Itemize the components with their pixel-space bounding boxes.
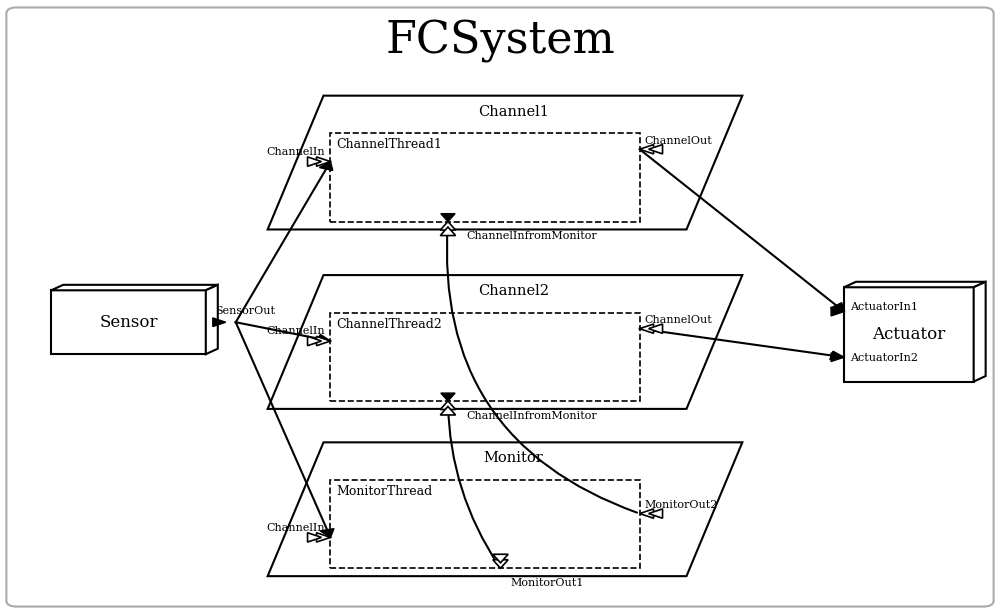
Polygon shape	[830, 351, 844, 360]
Text: ChannelOut: ChannelOut	[645, 315, 712, 325]
Polygon shape	[649, 324, 663, 334]
Text: Sensor: Sensor	[99, 313, 158, 331]
Polygon shape	[831, 353, 844, 362]
Text: MonitorOut2: MonitorOut2	[645, 500, 718, 510]
Polygon shape	[440, 222, 456, 230]
Polygon shape	[308, 336, 321, 346]
Polygon shape	[830, 302, 844, 312]
Polygon shape	[317, 533, 330, 542]
Text: Channel1: Channel1	[478, 105, 549, 119]
Polygon shape	[213, 318, 226, 326]
Polygon shape	[317, 336, 330, 346]
Polygon shape	[441, 214, 455, 222]
Text: ActuatorIn2: ActuatorIn2	[850, 353, 918, 364]
Polygon shape	[268, 96, 742, 230]
Polygon shape	[308, 533, 321, 542]
Polygon shape	[649, 509, 663, 518]
Polygon shape	[974, 282, 986, 381]
Text: ChannelThread1: ChannelThread1	[336, 138, 442, 152]
Polygon shape	[319, 161, 333, 170]
Polygon shape	[640, 324, 654, 334]
Text: MonitorOut1: MonitorOut1	[510, 578, 584, 588]
Polygon shape	[844, 282, 986, 287]
Polygon shape	[493, 560, 508, 568]
Polygon shape	[206, 285, 218, 354]
Polygon shape	[441, 393, 455, 401]
Polygon shape	[649, 145, 663, 154]
Text: ChannelIn: ChannelIn	[267, 147, 325, 157]
Bar	[330, 133, 640, 222]
Bar	[330, 313, 640, 401]
Text: ChannelIn: ChannelIn	[267, 522, 325, 533]
Text: Actuator: Actuator	[872, 326, 945, 343]
Bar	[330, 480, 640, 568]
Text: ChannelInfromMonitor: ChannelInfromMonitor	[466, 232, 597, 241]
Polygon shape	[831, 307, 844, 316]
Text: ChannelThread2: ChannelThread2	[336, 318, 442, 331]
Text: Monitor: Monitor	[483, 452, 543, 466]
Polygon shape	[51, 285, 218, 290]
Polygon shape	[320, 529, 334, 538]
Polygon shape	[316, 334, 330, 343]
Text: ActuatorIn1: ActuatorIn1	[850, 302, 918, 312]
Polygon shape	[493, 554, 508, 563]
Polygon shape	[640, 145, 654, 154]
Text: FCSystem: FCSystem	[385, 20, 615, 62]
Text: ChannelOut: ChannelOut	[645, 136, 712, 145]
FancyBboxPatch shape	[6, 7, 994, 607]
Polygon shape	[268, 275, 742, 409]
Text: Channel2: Channel2	[478, 284, 549, 298]
Text: MonitorThread: MonitorThread	[336, 485, 433, 498]
Polygon shape	[317, 157, 330, 166]
Polygon shape	[440, 406, 456, 415]
Bar	[844, 287, 974, 381]
Polygon shape	[640, 509, 654, 518]
Text: SensorOut: SensorOut	[215, 306, 275, 316]
Text: ChannelIn: ChannelIn	[267, 326, 325, 336]
Polygon shape	[268, 442, 742, 576]
Bar	[51, 290, 206, 354]
Polygon shape	[440, 401, 456, 409]
Text: ChannelInfromMonitor: ChannelInfromMonitor	[466, 411, 597, 421]
Polygon shape	[440, 227, 456, 236]
Polygon shape	[308, 157, 321, 166]
